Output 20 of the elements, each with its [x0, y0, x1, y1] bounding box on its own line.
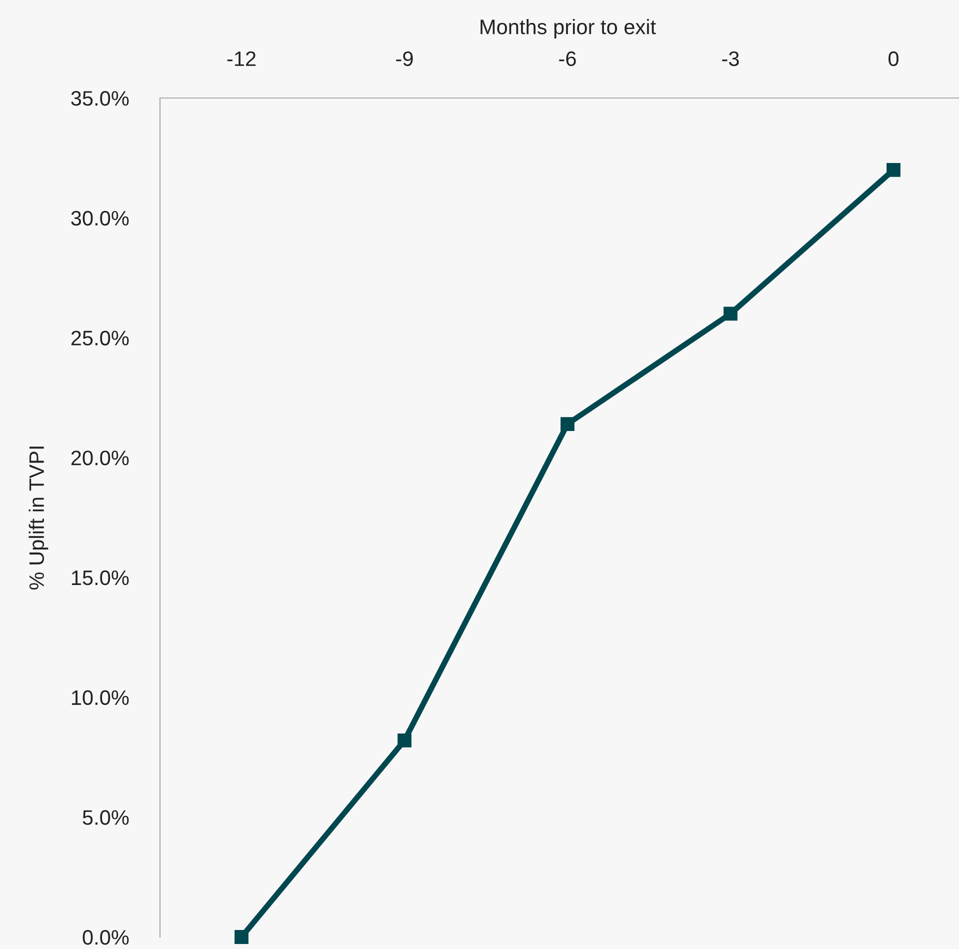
- y-tick-label: 10.0%: [72, 690, 129, 706]
- y-tick-label: 0.0%: [82, 930, 129, 945]
- x-axis-title: Months prior to exit: [480, 19, 656, 38]
- point: [234, 930, 248, 944]
- x-tick-label: 0: [888, 51, 898, 66]
- y-tick-label: 30.0%: [71, 210, 129, 226]
- y-tick-label: 5.0%: [82, 810, 129, 825]
- x-tick-label: -3: [722, 51, 739, 66]
- x-tick-label: -12: [227, 51, 256, 66]
- y-tick-label: 25.0%: [71, 330, 129, 346]
- point: [560, 417, 574, 431]
- x-tick-label: -9: [396, 51, 413, 66]
- point: [724, 306, 738, 321]
- point: [886, 162, 900, 177]
- y-tick-label: 20.0%: [71, 450, 129, 466]
- y-axis-title: % Uplift in TVPI: [28, 446, 48, 590]
- y-tick-label: 15.0%: [72, 570, 129, 586]
- point: [398, 733, 412, 748]
- y-tick-label: 35.0%: [71, 91, 129, 106]
- x-tick-label: -6: [559, 51, 576, 66]
